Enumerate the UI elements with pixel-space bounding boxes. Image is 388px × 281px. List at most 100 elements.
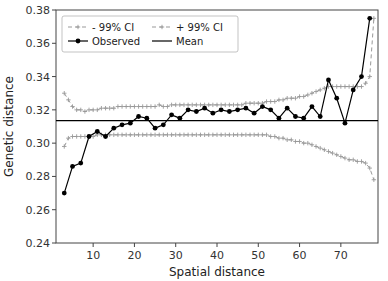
point-marker [174,103,178,107]
point-marker [215,103,219,107]
point-marker [285,96,289,100]
point-marker [165,104,169,108]
x-tick [299,243,300,247]
point-marker [248,133,252,137]
point-marker [120,122,125,127]
x-tick-label: 20 [127,249,141,262]
legend-marker [76,39,81,44]
point-marker [322,148,326,152]
point-marker [70,134,74,138]
point-marker [112,106,116,110]
y-tick [52,109,56,110]
point-marker [330,151,334,155]
point-marker [252,111,257,116]
point-marker [128,121,133,126]
point-marker [339,84,343,88]
point-marker [169,112,174,117]
point-marker [293,139,297,143]
point-marker [207,103,211,107]
point-marker [301,94,305,98]
point-marker [235,133,239,137]
y-tick-label: 0.36 [26,37,51,50]
point-marker [70,104,74,108]
point-marker [79,134,83,138]
x-tick [93,243,94,247]
point-marker [260,133,264,137]
point-marker [174,133,178,137]
point-marker [367,16,372,21]
point-marker [149,104,153,108]
point-marker [244,101,248,105]
y-tick [52,10,56,11]
point-marker [144,116,149,121]
point-marker [210,111,215,116]
point-marker [227,109,232,114]
point-marker [268,134,272,138]
point-marker [235,107,240,112]
point-marker [62,91,66,95]
point-marker [62,144,66,148]
point-marker [161,122,166,127]
point-marker [318,88,322,92]
point-marker [103,106,107,110]
x-tick [134,243,135,247]
point-marker [186,107,191,112]
point-marker [240,103,244,107]
point-marker [277,136,281,140]
point-marker [248,101,252,105]
point-marker [111,126,116,131]
point-marker [301,141,305,145]
point-marker [318,146,322,150]
point-marker [83,134,87,138]
point-marker [79,108,83,112]
point-marker [268,99,272,103]
point-marker [219,107,224,112]
point-marker [112,133,116,137]
point-marker [128,104,132,108]
point-marker [355,159,359,163]
chart-container: 0.240.260.280.300.320.340.360.3810203040… [0,0,388,281]
point-marker [223,103,227,107]
point-marker [161,104,165,108]
point-marker [136,104,140,108]
point-marker [186,103,190,107]
point-marker [256,133,260,137]
point-marker [264,99,268,103]
point-marker [153,104,157,108]
point-marker [198,103,202,107]
point-marker [285,106,290,111]
point-marker [140,133,144,137]
point-marker [368,166,372,170]
point-marker [326,78,331,83]
point-marker [273,99,277,103]
point-marker [351,158,355,162]
point-marker [182,103,186,107]
point-marker [285,138,289,142]
point-marker [74,108,78,112]
y-tick-label: 0.34 [26,71,51,84]
point-marker [339,154,343,158]
point-marker [335,84,339,88]
point-marker [244,133,248,137]
point-marker [219,103,223,107]
point-marker [194,133,198,137]
point-marker [306,141,310,145]
point-marker [293,114,298,119]
point-marker [153,133,157,137]
y-tick-label: 0.30 [26,137,51,150]
point-marker [87,134,92,139]
point-marker [235,103,239,107]
point-marker [281,136,285,140]
point-marker [281,98,285,102]
point-marker [145,133,149,137]
point-marker [260,104,265,109]
x-tick [258,243,259,247]
legend-label: - 99% CI [92,22,134,33]
point-marker [231,103,235,107]
x-tick-label: 40 [210,249,224,262]
point-marker [107,106,111,110]
point-marker [78,161,83,166]
point-marker [223,133,227,137]
legend-label: Observed [92,36,140,47]
point-marker [231,133,235,137]
